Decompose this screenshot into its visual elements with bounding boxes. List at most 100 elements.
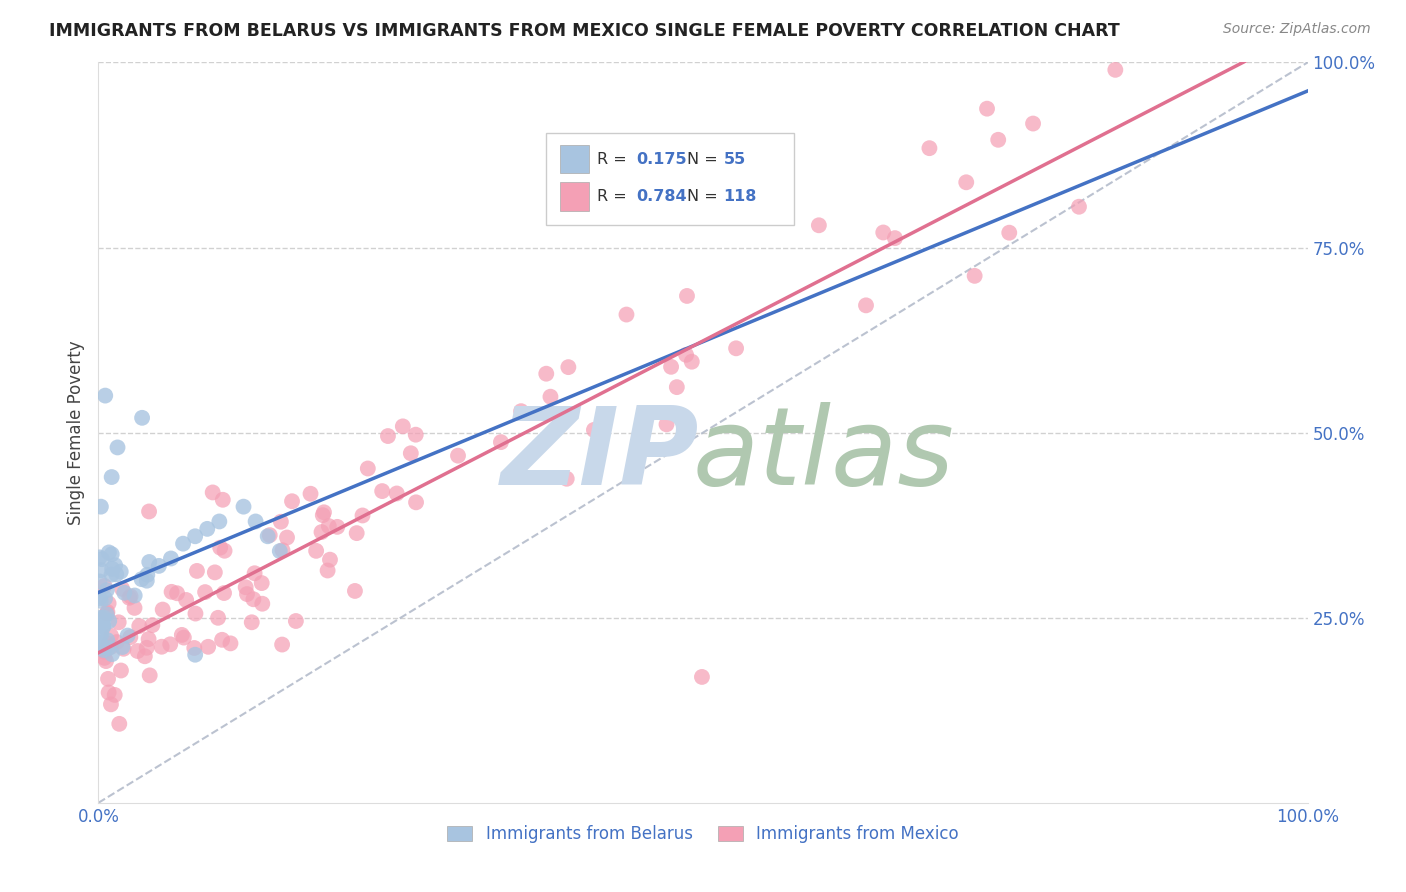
- Point: [152, 602, 174, 616]
- Point: [536, 367, 558, 381]
- Point: [240, 615, 263, 630]
- Point: [105, 567, 128, 582]
- Point: [316, 564, 339, 578]
- Point: [97, 596, 120, 610]
- Point: [326, 520, 349, 534]
- Point: [208, 515, 231, 529]
- Point: [131, 572, 153, 586]
- Text: 55: 55: [724, 152, 745, 167]
- Point: [131, 410, 153, 425]
- Text: 118: 118: [724, 189, 756, 204]
- Point: [135, 574, 157, 588]
- Point: [96, 607, 118, 621]
- Point: [101, 562, 124, 576]
- Point: [90, 552, 112, 566]
- Point: [1022, 117, 1045, 131]
- Point: [184, 648, 207, 662]
- Point: [259, 528, 281, 542]
- Point: [659, 359, 682, 374]
- Point: [318, 519, 340, 533]
- Point: [690, 670, 713, 684]
- Point: [90, 594, 112, 608]
- Point: [371, 484, 394, 499]
- Point: [110, 565, 132, 579]
- Point: [93, 645, 115, 659]
- Point: [209, 541, 232, 555]
- Point: [110, 664, 132, 678]
- Point: [211, 632, 233, 647]
- Point: [89, 627, 111, 641]
- Point: [204, 566, 226, 580]
- Point: [90, 640, 112, 654]
- Point: [183, 640, 205, 655]
- Point: [399, 446, 422, 460]
- Point: [89, 550, 111, 565]
- Point: [681, 354, 703, 368]
- Point: [107, 615, 129, 630]
- Point: [93, 618, 115, 632]
- Point: [134, 649, 156, 664]
- Point: [94, 388, 117, 402]
- Point: [276, 531, 298, 545]
- Point: [207, 611, 229, 625]
- Point: [141, 618, 163, 632]
- Point: [557, 360, 579, 375]
- Point: [510, 404, 533, 418]
- Point: [256, 529, 278, 543]
- Point: [855, 298, 877, 312]
- Text: IMMIGRANTS FROM BELARUS VS IMMIGRANTS FROM MEXICO SINGLE FEMALE POVERTY CORRELAT: IMMIGRANTS FROM BELARUS VS IMMIGRANTS FR…: [49, 22, 1121, 40]
- Point: [93, 643, 115, 657]
- Point: [111, 582, 134, 596]
- Point: [1104, 62, 1126, 77]
- Point: [269, 544, 291, 558]
- Text: ZIP: ZIP: [501, 401, 699, 508]
- Point: [136, 567, 159, 582]
- Point: [112, 586, 135, 600]
- Point: [166, 586, 188, 600]
- Point: [97, 641, 120, 656]
- Point: [616, 308, 638, 322]
- Point: [98, 614, 121, 628]
- Point: [197, 640, 219, 654]
- Point: [201, 485, 224, 500]
- Point: [963, 268, 986, 283]
- Point: [377, 429, 399, 443]
- FancyBboxPatch shape: [561, 182, 589, 211]
- Point: [319, 552, 342, 566]
- Point: [195, 522, 218, 536]
- Point: [100, 567, 122, 582]
- Point: [138, 632, 160, 646]
- Y-axis label: Single Female Poverty: Single Female Poverty: [66, 341, 84, 524]
- Point: [243, 566, 266, 581]
- Point: [135, 640, 157, 655]
- Point: [343, 583, 366, 598]
- Point: [104, 558, 127, 573]
- Point: [447, 449, 470, 463]
- Point: [90, 611, 112, 625]
- Point: [112, 641, 135, 656]
- Point: [138, 668, 160, 682]
- Point: [392, 419, 415, 434]
- Point: [96, 605, 118, 619]
- Point: [97, 685, 120, 699]
- Point: [93, 619, 115, 633]
- Point: [271, 638, 294, 652]
- Point: [172, 536, 194, 550]
- Point: [97, 545, 120, 559]
- Point: [97, 637, 120, 651]
- Point: [312, 508, 335, 523]
- Point: [242, 592, 264, 607]
- Point: [675, 348, 697, 362]
- Text: 0.175: 0.175: [637, 152, 688, 167]
- Point: [235, 580, 257, 594]
- Point: [284, 614, 307, 628]
- Text: Source: ZipAtlas.com: Source: ZipAtlas.com: [1223, 22, 1371, 37]
- Point: [100, 547, 122, 561]
- Point: [872, 226, 894, 240]
- Point: [90, 627, 112, 641]
- Point: [219, 636, 242, 650]
- Point: [405, 495, 427, 509]
- Point: [90, 500, 112, 514]
- Point: [312, 505, 335, 519]
- Point: [138, 555, 160, 569]
